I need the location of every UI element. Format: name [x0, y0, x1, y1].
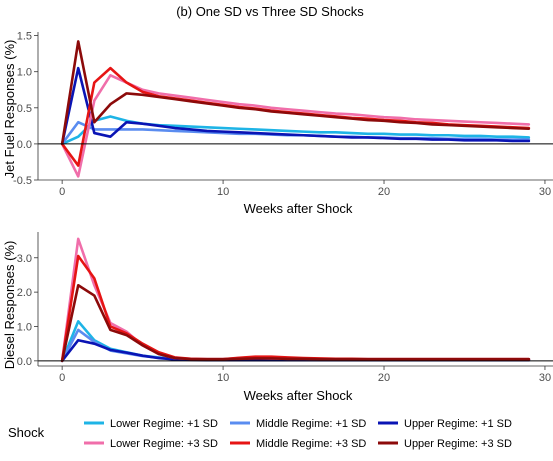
- legend-label-2: Middle Regime: +1 SD: [256, 418, 366, 430]
- jet-fuel-panel: -0.5 0.0 0.5 1.0 1.5 0 10 20 30 Weeks after Shoc…: [2, 31, 553, 216]
- jet-fuel-series-line-5: [60, 66, 531, 167]
- jet-fuel-xtick-label: 0: [59, 186, 65, 198]
- jet-fuel-ytick-label: -0.5: [13, 175, 32, 187]
- legend-label-3: Upper Regime: +1 SD: [404, 418, 512, 430]
- jet-fuel-xtick-label: 10: [217, 186, 229, 198]
- diesel-ytick-label: 1.0: [17, 321, 32, 333]
- diesel-xtick-label: 20: [378, 372, 390, 384]
- jet-fuel-xtick-label: 20: [378, 186, 390, 198]
- diesel-series-line-5: [60, 254, 531, 363]
- diesel-series-line-4: [60, 237, 531, 363]
- legend-label-6: Upper Regime: +3 SD: [404, 438, 512, 450]
- diesel-xlabel: Weeks after Shock: [244, 388, 353, 403]
- jet-fuel-series-line-3: [60, 66, 531, 146]
- diesel-xtick-label: 10: [217, 372, 229, 384]
- legend-label-4: Lower Regime: +3 SD: [110, 438, 218, 450]
- diesel-xtick-label: 30: [539, 372, 551, 384]
- legend-label-5: Middle Regime: +3 SD: [256, 438, 366, 450]
- jet-fuel-xlabel: Weeks after Shock: [244, 201, 353, 216]
- legend-label-1: Lower Regime: +1 SD: [110, 418, 218, 430]
- diesel-panel: 0.0 1.0 2.0 3.0 0 10 20 30 Weeks after Shock Di…: [2, 232, 553, 403]
- jet-fuel-ytick-label: 0.5: [17, 103, 32, 115]
- diesel-xtick-label: 0: [59, 372, 65, 384]
- jet-fuel-series-line-6: [60, 40, 531, 146]
- legend-items: Lower Regime: +1 SD Middle Regime: +1 SD U…: [84, 418, 512, 450]
- jet-fuel-ytick-label: 1.5: [17, 31, 32, 43]
- jet-fuel-axes: -0.5 0.0 0.5 1.0 1.5 0 10 20 30: [13, 31, 553, 198]
- jet-fuel-ytick-label: 0.0: [17, 139, 32, 151]
- diesel-ytick-label: 2.0: [17, 287, 32, 299]
- diesel-ytick-label: 0.0: [17, 356, 32, 368]
- jet-fuel-series: [60, 40, 531, 178]
- jet-fuel-xtick-label: 30: [539, 186, 551, 198]
- diesel-series-line-6: [60, 283, 531, 363]
- jet-fuel-series-line-4: [60, 74, 531, 178]
- diesel-series-line-2: [60, 328, 531, 363]
- legend: Shock Lower Regime: +1 SD Middle Regime: …: [8, 418, 512, 450]
- diesel-axes: 0.0 1.0 2.0 3.0 0 10 20 30: [17, 232, 553, 384]
- diesel-series: [60, 237, 531, 363]
- chart-title: (b) One SD vs Three SD Shocks: [176, 4, 364, 19]
- jet-fuel-ytick-label: 1.0: [17, 67, 32, 79]
- legend-title: Shock: [8, 425, 45, 440]
- jet-fuel-ylabel: Jet Fuel Responses (%): [2, 40, 17, 179]
- diesel-ylabel: Diesel Responses (%): [2, 241, 17, 370]
- diesel-ytick-label: 3.0: [17, 253, 32, 265]
